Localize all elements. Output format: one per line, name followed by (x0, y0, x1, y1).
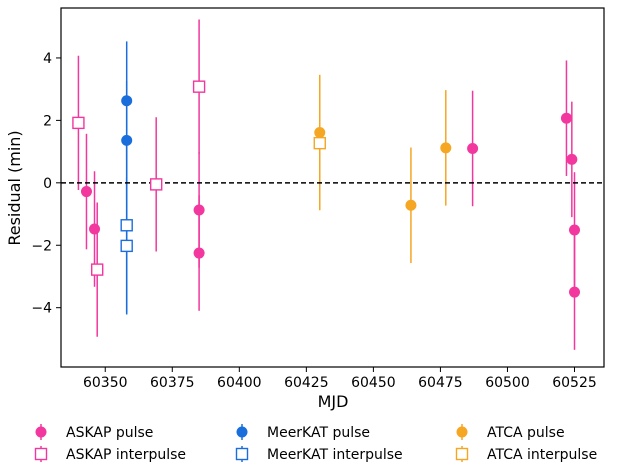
atca-pulse-point (440, 142, 452, 154)
plot-background (61, 8, 604, 367)
legend: ASKAP pulse MeerKAT pulse ATCA pulse ASKAP … (34, 424, 597, 463)
legend-item-askap-interpulse: ASKAP interpulse (34, 446, 186, 463)
legend-label: MeerKAT pulse (267, 425, 370, 441)
legend-swatch-square (34, 447, 48, 461)
askap-pulse-point (569, 224, 581, 236)
plot-area (61, 8, 604, 367)
legend-swatch-circle (236, 426, 248, 438)
y-tick-label: −2 (31, 238, 52, 254)
x-tick-label: 60475 (418, 375, 463, 391)
askap-interpulse-point (72, 116, 85, 130)
atca-pulse-point (405, 199, 417, 211)
askap-pulse-point (566, 153, 578, 165)
y-tick-label: 0 (43, 176, 52, 192)
legend-swatch-square (455, 447, 469, 461)
legend-swatch-circle (35, 426, 47, 438)
legend-item-atca-interpulse: ATCA interpulse (455, 446, 597, 463)
askap-pulse-point (569, 286, 581, 298)
legend-label: ATCA pulse (487, 425, 565, 441)
legend-label: ATCA interpulse (487, 447, 597, 463)
askap-pulse-point (193, 204, 205, 216)
x-tick-label: 60350 (83, 375, 128, 391)
meerkat-interpulse-point (120, 219, 133, 232)
atca-pulse-point (314, 127, 326, 139)
meerkat-pulse-point (121, 95, 133, 107)
y-axis-ticks: −4 −2 0 2 4 (31, 51, 61, 317)
legend-item-askap-pulse: ASKAP pulse (35, 424, 153, 441)
y-axis-label: Residual (min) (5, 130, 24, 245)
x-tick-label: 60375 (150, 375, 195, 391)
x-axis-ticks: 60350 60375 60400 60425 60450 60475 60500 60525 (83, 367, 597, 391)
meerkat-pulse-point (121, 134, 133, 146)
legend-label: ASKAP pulse (66, 425, 153, 441)
x-tick-label: 60450 (351, 375, 396, 391)
legend-item-atca-pulse: ATCA pulse (456, 424, 565, 441)
askap-interpulse-point (149, 178, 163, 191)
legend-label: MeerKAT interpulse (267, 447, 403, 463)
askap-interpulse-point (90, 263, 104, 276)
legend-label: ASKAP interpulse (66, 447, 186, 463)
x-tick-label: 60525 (552, 375, 597, 391)
legend-item-meerkat-pulse: MeerKAT pulse (236, 424, 370, 441)
axes-frame (60, 7, 605, 368)
atca-interpulse-point (313, 136, 326, 150)
x-tick-label: 60500 (485, 375, 530, 391)
x-tick-label: 60400 (217, 375, 262, 391)
plot-frame (60, 7, 605, 368)
legend-swatch-circle (456, 426, 468, 438)
x-axis-label: MJD (318, 392, 349, 411)
x-tick-label: 60425 (284, 375, 329, 391)
askap-pulse-point (193, 247, 205, 259)
askap-pulse-point (560, 112, 572, 124)
y-tick-label: −4 (31, 301, 52, 317)
askap-interpulse-point (192, 80, 206, 93)
legend-swatch-square (235, 447, 249, 461)
y-tick-label: 2 (43, 113, 52, 129)
askap-pulse-point (467, 142, 479, 154)
legend-item-meerkat-interpulse: MeerKAT interpulse (235, 446, 403, 463)
askap-pulse-point (80, 186, 92, 198)
meerkat-interpulse-point (120, 239, 133, 253)
y-tick-label: 4 (43, 51, 52, 67)
askap-pulse-point (89, 223, 101, 235)
data-markers (72, 80, 581, 298)
